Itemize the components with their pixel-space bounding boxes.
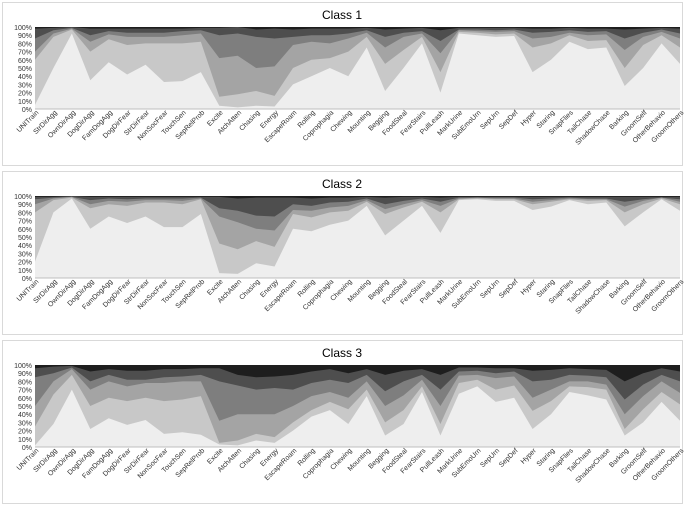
x-tick-label: ShadowChase [575,278,612,315]
y-tick-label: 20% [18,260,32,267]
x-tick-label: ShadowChase [575,109,612,146]
y-tick-label: 40% [18,412,32,419]
x-tick-label: SepDef [498,447,519,468]
x-tick-label: SepUrn [479,109,501,131]
x-tick-label: SepUrn [479,447,501,469]
y-tick-label: 0% [22,445,32,452]
x-tick-label: Chasing [238,278,261,301]
x-tick-label: GroomOthers [650,278,685,313]
y-tick-label: 70% [18,50,32,57]
chart-panel-2: Class 2 0%10%20% 30%40%50%60%70% 80%90%100%… [14,177,685,316]
chart-title: Class 2 [322,177,362,191]
y-tick-label: 40% [18,243,32,250]
y-tick-label: 100% [14,363,32,370]
x-tick-label: SepDef [498,109,519,130]
y-tick-label: 50% [18,235,32,242]
y-tick-label: 90% [18,33,32,40]
y-tick-label: 90% [18,202,32,209]
y-tick-label: 70% [18,219,32,226]
x-tick-label: Chasing [238,447,261,470]
x-tick-label: ShadowChase [575,447,612,484]
x-tick-label: SepDef [498,278,519,299]
chart-panel-3: Class 3 0%10%20% 30%40%50%60%70% 80%90%100%… [14,346,685,485]
y-tick-label: 30% [18,82,32,89]
y-tick-label: 20% [18,429,32,436]
y-tick-label: 0% [22,276,32,283]
x-tick-label: GroomOthers [650,447,685,482]
y-tick-label: 100% [14,194,32,201]
y-tick-label: 10% [18,268,32,275]
chart-panel-border [2,171,683,335]
x-tick-label: SepUrn [479,278,501,300]
chart-title: Class 1 [322,8,362,22]
y-tick-label: 80% [18,41,32,48]
chart-panel-border [2,340,683,504]
y-tick-label: 10% [18,437,32,444]
y-tick-label: 10% [18,99,32,106]
y-tick-label: 60% [18,58,32,65]
area-layer-1 [35,386,680,447]
y-tick-label: 90% [18,371,32,378]
y-tick-label: 0% [22,107,32,114]
area-layer-1 [35,33,680,110]
y-tick-label: 70% [18,388,32,395]
y-tick-label: 40% [18,74,32,81]
x-tick-label: GroomOthers [650,109,685,144]
y-tick-label: 30% [18,420,32,427]
y-tick-label: 60% [18,227,32,234]
y-tick-label: 30% [18,251,32,258]
y-tick-label: 80% [18,210,32,217]
y-tick-label: 50% [18,404,32,411]
y-tick-label: 100% [14,25,32,32]
y-tick-label: 60% [18,396,32,403]
y-tick-label: 80% [18,379,32,386]
chart-panel-1: Class 1 0%10%20% 30%40%50%60%70% 80%90%100%… [14,8,685,147]
y-tick-label: 50% [18,66,32,73]
x-tick-label: Chasing [238,109,261,132]
chart-title: Class 3 [322,346,362,360]
chart-panel-border [2,2,683,166]
area-layer-1 [35,198,680,278]
y-tick-label: 20% [18,91,32,98]
